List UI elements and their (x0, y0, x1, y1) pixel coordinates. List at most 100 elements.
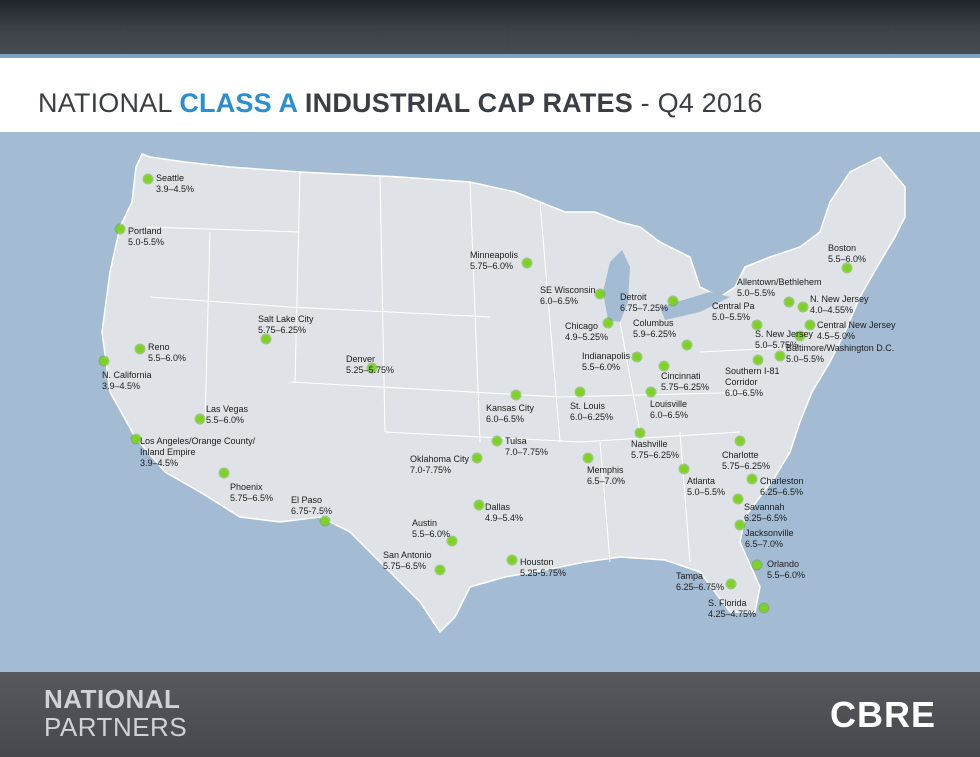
marker-austin[interactable] (448, 537, 456, 545)
market-phoenix: Phoenix 5.75–6.5% (230, 482, 274, 503)
market-baltimore-washington: Baltimore/Washington D.C. 5.0–5.5% (786, 343, 895, 364)
cbre-logo: CBRE (829, 694, 936, 735)
marker-boston[interactable] (843, 264, 851, 272)
market-denver: Denver 5.25–5.75% (346, 354, 395, 375)
market-se-wisconsin: SE Wisconsin 6.0–6.5% (540, 285, 596, 306)
footer: NATIONAL PARTNERS CBRE (0, 672, 980, 757)
marker-charleston[interactable] (748, 475, 756, 483)
market-chicago: Chicago 4.9–5.25% (565, 321, 609, 342)
market-central-new-jersey: Central New Jersey 4.5–5.0% (817, 320, 896, 341)
marker-detroit[interactable] (669, 297, 677, 305)
marker-se-wisconsin[interactable] (596, 290, 604, 298)
market-cincinnati: Cincinnati 5.75–6.25% (661, 371, 710, 392)
market-southern-i81: Southern I-81 Corridor 6.0–6.5% (725, 366, 780, 398)
market-oklahoma-city: Oklahoma City 7.0-7.75% (410, 454, 470, 475)
map-area: Seattle 3.9–4.5% Portland 5.0-5.5% Reno 5.5… (0, 132, 980, 672)
market-el-paso: El Paso 6.75-7.5% (291, 495, 333, 516)
great-lake-michigan (603, 250, 630, 322)
marker-southern-i81[interactable] (754, 356, 762, 364)
market-kansas-city: Kansas City 6.0–6.5% (486, 403, 535, 424)
market-jacksonville: Jacksonville 6.5–7.0% (745, 528, 794, 549)
page-title: NATIONAL CLASS A INDUSTRIAL CAP RATES - … (38, 88, 763, 119)
market-central-pa: Central Pa 5.0–5.5% (712, 301, 755, 322)
market-minneapolis: Minneapolis 5.75–6.0% (470, 250, 519, 271)
market-indianapolis: Indianapolis 5.5–6.0% (582, 351, 631, 372)
marker-kansas-city[interactable] (512, 391, 520, 399)
marker-louisville[interactable] (647, 388, 655, 396)
marker-oklahoma-city[interactable] (473, 454, 481, 462)
marker-houston[interactable] (508, 556, 516, 564)
marker-savannah[interactable] (734, 495, 742, 503)
market-st-louis: St. Louis 6.0–6.25% (570, 401, 614, 422)
marker-tampa[interactable] (727, 580, 735, 588)
marker-atlanta[interactable] (680, 465, 688, 473)
marker-st-louis[interactable] (576, 388, 584, 396)
marker-dallas[interactable] (475, 501, 483, 509)
marker-las-vegas[interactable] (196, 415, 204, 423)
market-orlando: Orlando 5.5–6.0% (767, 559, 806, 580)
market-savannah: Savannah 6.25–6.5% (744, 502, 788, 523)
market-allentown: Allentown/Bethlehem 5.0–5.5% (737, 277, 822, 298)
top-banner (0, 0, 980, 58)
market-s-new-jersey: S. New Jersey 5.0–5.75% (755, 329, 814, 350)
marker-san-antonio[interactable] (436, 566, 444, 574)
title-strong: INDUSTRIAL CAP RATES (297, 88, 633, 118)
market-seattle: Seattle 3.9–4.5% (156, 173, 195, 194)
market-louisville: Louisville 6.0–6.5% (650, 399, 689, 420)
us-landmass (101, 153, 906, 634)
market-san-antonio: San Antonio 5.75–6.5% (383, 550, 432, 571)
market-detroit: Detroit 6.75–7.25% (620, 292, 669, 313)
marker-memphis[interactable] (584, 454, 592, 462)
brand-line-1: NATIONAL (44, 684, 181, 714)
marker-seattle[interactable] (144, 175, 152, 183)
marker-columbus[interactable] (683, 341, 691, 349)
marker-los-angeles[interactable] (132, 435, 140, 443)
market-portland: Portland 5.0-5.5% (128, 226, 165, 247)
market-n-new-jersey: N. New Jersey 4.0–4.55% (810, 294, 869, 315)
market-reno: Reno 5.5–6.0% (148, 342, 187, 363)
marker-n-california[interactable] (100, 357, 108, 365)
marker-tulsa[interactable] (493, 437, 501, 445)
marker-charlotte[interactable] (736, 437, 744, 445)
market-salt-lake-city: Salt Lake City 5.75–6.25% (258, 314, 314, 335)
marker-el-paso[interactable] (321, 517, 329, 525)
great-lake-erie (660, 292, 730, 320)
market-houston: Houston 5.25-5.75% (520, 557, 567, 578)
market-dallas: Dallas 4.9–5.4% (485, 502, 524, 523)
market-s-florida: S. Florida 4.25–4.75% (708, 598, 757, 619)
marker-phoenix[interactable] (220, 469, 228, 477)
title-bar: NATIONAL CLASS A INDUSTRIAL CAP RATES - … (0, 62, 980, 132)
marker-s-new-jersey[interactable] (796, 332, 804, 340)
market-tulsa: Tulsa 7.0–7.75% (505, 436, 549, 457)
marker-denver[interactable] (368, 364, 376, 372)
marker-central-new-jersey[interactable] (806, 321, 814, 329)
marker-minneapolis[interactable] (523, 259, 531, 267)
market-las-vegas: Las Vegas 5.5–6.0% (206, 404, 249, 425)
market-austin: Austin 5.5–6.0% (412, 518, 451, 539)
market-charlotte: Charlotte 5.75–6.25% (722, 450, 771, 471)
marker-nashville[interactable] (636, 429, 644, 437)
brand-line-2: PARTNERS (44, 712, 188, 742)
title-prefix: NATIONAL (38, 88, 180, 118)
market-memphis: Memphis 6.5–7.0% (587, 465, 626, 486)
banner-stripe (0, 54, 980, 58)
marker-indianapolis[interactable] (633, 353, 641, 361)
marker-baltimore-washington[interactable] (776, 352, 784, 360)
market-atlanta: Atlanta 5.0–5.5% (687, 476, 726, 497)
market-charleston: Charleston 6.25–6.5% (760, 476, 804, 497)
title-highlight: CLASS A (179, 88, 298, 118)
marker-cincinnati[interactable] (660, 362, 668, 370)
marker-allentown[interactable] (785, 298, 793, 306)
marker-central-pa[interactable] (753, 321, 761, 329)
market-nashville: Nashville 5.75–6.25% (631, 439, 680, 460)
marker-s-florida[interactable] (760, 604, 768, 612)
marker-jacksonville[interactable] (736, 521, 744, 529)
us-map (101, 153, 906, 634)
marker-salt-lake-city[interactable] (262, 335, 270, 343)
marker-orlando[interactable] (753, 561, 761, 569)
marker-n-new-jersey[interactable] (799, 303, 807, 311)
marker-portland[interactable] (116, 225, 124, 233)
market-boston: Boston 5.5–6.0% (828, 243, 867, 264)
marker-reno[interactable] (136, 345, 144, 353)
marker-chicago[interactable] (604, 319, 612, 327)
